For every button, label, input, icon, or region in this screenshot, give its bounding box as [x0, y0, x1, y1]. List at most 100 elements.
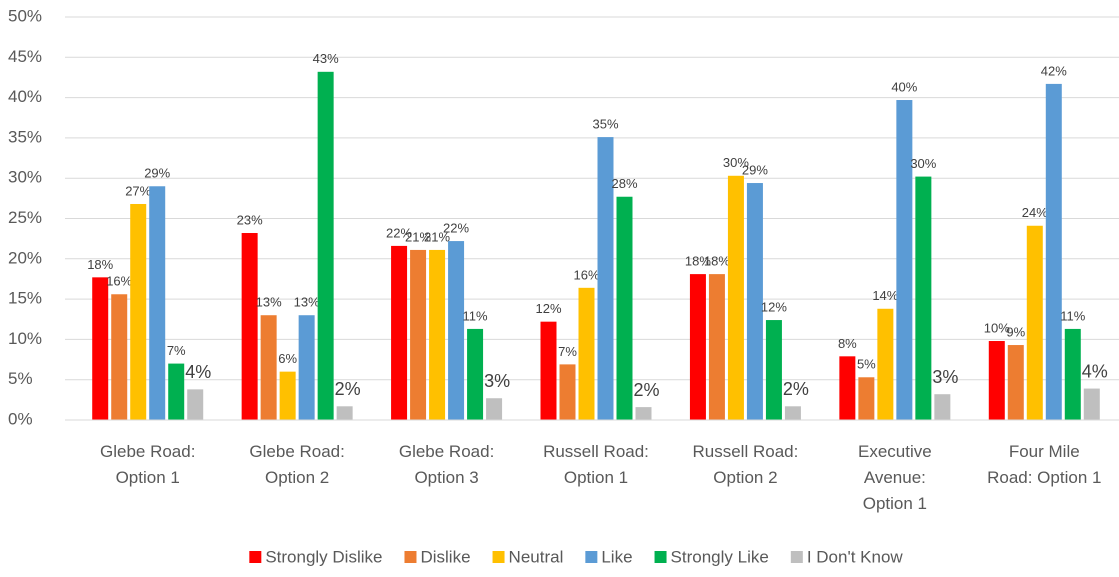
value-label: 21%: [424, 229, 450, 244]
y-tick-label: 10%: [8, 329, 42, 348]
x-tick-label: Glebe Road: Option 2: [249, 442, 344, 487]
y-tick-label: 20%: [8, 248, 42, 267]
bar: [429, 249, 446, 420]
value-label: 11%: [463, 308, 488, 323]
legend-label: Dislike: [420, 547, 470, 566]
bar: [168, 363, 185, 420]
value-label: 18%: [87, 257, 113, 272]
value-label: 2%: [633, 380, 659, 400]
value-label: 28%: [611, 176, 637, 191]
legend-swatch: [654, 551, 667, 563]
x-tick-label: Glebe Road: Option 3: [399, 442, 494, 487]
bar: [279, 371, 296, 420]
bar: [708, 274, 725, 420]
value-label: 10%: [984, 320, 1010, 335]
x-tick-label: Glebe Road: Option 1: [100, 442, 195, 487]
bar: [410, 249, 427, 420]
y-tick-label: 15%: [8, 289, 42, 308]
y-tick-label: 45%: [8, 47, 42, 66]
bar: [1007, 345, 1024, 420]
bar: [317, 71, 334, 421]
value-label: 27%: [125, 183, 151, 198]
value-label: 12%: [761, 299, 787, 314]
value-label: 13%: [256, 295, 282, 310]
bar: [187, 389, 204, 420]
value-label: 2%: [783, 379, 809, 399]
x-tick-label: Russell Road: Option 2: [693, 442, 799, 487]
value-label: 6%: [278, 351, 297, 366]
bar: [689, 274, 706, 420]
value-label: 24%: [1022, 205, 1048, 220]
value-label: 42%: [1041, 63, 1067, 78]
bar: [858, 377, 875, 420]
legend-swatch: [585, 551, 598, 563]
bar: [1026, 225, 1043, 420]
bar: [111, 294, 128, 420]
value-label: 21%: [405, 229, 431, 244]
value-label: 16%: [106, 274, 132, 289]
value-label: 35%: [592, 117, 618, 132]
value-label: 9%: [1006, 324, 1025, 339]
legend-label: Strongly Dislike: [265, 547, 382, 566]
value-label: 7%: [558, 344, 577, 359]
legend-label: Like: [601, 547, 632, 566]
legend: Strongly Dislike Dislike Neutral Like Strong…: [249, 547, 903, 566]
bar: [934, 394, 951, 420]
value-label: 16%: [573, 267, 599, 282]
legend-label: I Don't Know: [807, 547, 904, 566]
y-tick-label: 40%: [8, 87, 42, 106]
bar: [616, 196, 633, 420]
bar: [336, 406, 353, 420]
bar: [92, 277, 109, 420]
value-label: 30%: [723, 155, 749, 170]
bar: [765, 320, 782, 420]
bar: [298, 315, 315, 420]
y-tick-label: 5%: [8, 369, 33, 388]
bar: [988, 341, 1005, 420]
value-label: 4%: [1082, 361, 1108, 381]
bar: [391, 245, 408, 420]
legend-swatch: [492, 551, 505, 563]
value-label: 30%: [910, 156, 936, 171]
legend-label: Neutral: [509, 547, 564, 566]
y-tick-label: 50%: [8, 6, 42, 25]
value-label: 13%: [294, 295, 320, 310]
value-label: 18%: [704, 254, 730, 269]
legend-swatch: [249, 551, 262, 563]
y-tick-label: 30%: [8, 168, 42, 187]
value-label: 22%: [443, 221, 469, 236]
value-label: 11%: [1060, 308, 1085, 323]
bar: [597, 137, 614, 420]
bar: [260, 315, 277, 420]
bar: [448, 241, 465, 420]
value-label: 40%: [891, 79, 917, 94]
bar: [578, 287, 595, 420]
y-tick-label: 35%: [8, 127, 42, 146]
bar: [839, 356, 856, 420]
bar: [1064, 328, 1081, 420]
x-tick-label: Russell Road: Option 1: [543, 442, 649, 487]
bar: [559, 364, 576, 420]
value-label: 12%: [535, 301, 561, 316]
bar: [1045, 83, 1062, 420]
bar: [467, 328, 484, 420]
value-label: 43%: [313, 51, 339, 66]
value-label: 3%: [932, 367, 958, 387]
legend-label: Strongly Like: [671, 547, 769, 566]
bar: [540, 321, 557, 420]
bar: [241, 233, 258, 420]
value-label: 18%: [685, 254, 711, 269]
bar: [149, 186, 166, 420]
bar: [896, 100, 913, 420]
legend-swatch: [404, 551, 417, 563]
value-label: 22%: [386, 225, 412, 240]
value-label: 2%: [335, 379, 361, 399]
bar: [915, 176, 932, 420]
x-tick-label: Four Mile Road: Option 1: [987, 442, 1101, 487]
bar: [486, 398, 503, 420]
value-label: 7%: [167, 343, 186, 358]
y-tick-label: 25%: [8, 208, 42, 227]
bar: [727, 175, 744, 420]
value-label: 23%: [237, 212, 263, 227]
y-tick-label: 0%: [8, 409, 33, 428]
